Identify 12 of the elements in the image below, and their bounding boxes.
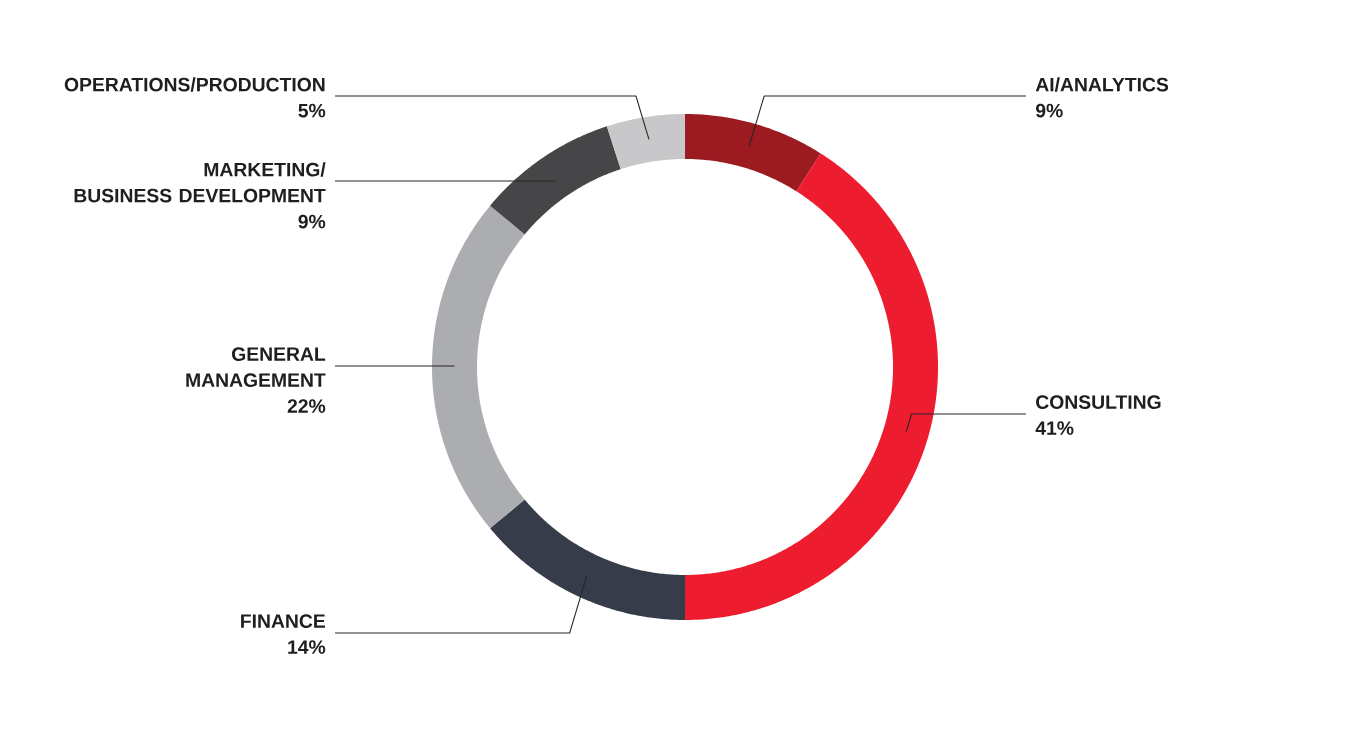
slice-label: MARKETING/ BUSINESS DEVELOPMENT [74, 162, 326, 203]
data-label: 41% [1035, 421, 1074, 435]
slice-label: AI/ANALYTICS [1035, 77, 1169, 92]
slice-label: GENERAL MANAGEMENT [186, 347, 326, 387]
slice-label: FINANCE [241, 614, 325, 628]
slice-label: OPERATIONS/PRODUCTION [64, 77, 325, 92]
data-label: 5% [298, 103, 326, 118]
data-label: 14% [288, 640, 326, 654]
data-label: 22% [287, 399, 326, 413]
data-label: 9% [298, 214, 326, 229]
data-label: 9% [1035, 103, 1063, 118]
slice-label: CONSULTING [1036, 395, 1161, 409]
